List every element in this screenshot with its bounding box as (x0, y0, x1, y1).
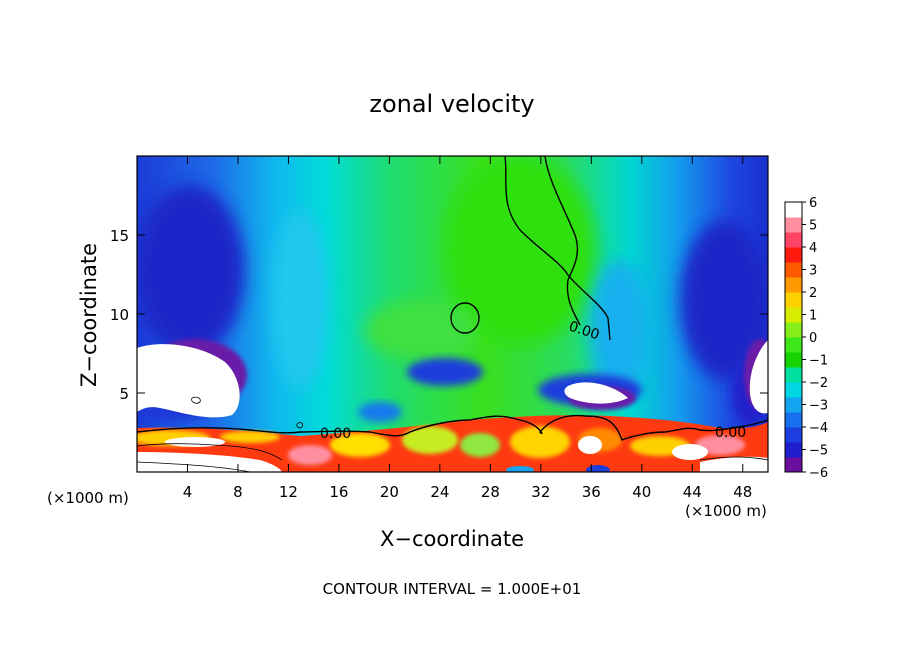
colorbar-swatch (785, 352, 802, 368)
field-blob (137, 185, 245, 355)
x-tick-label: 12 (279, 483, 298, 501)
colorbar-swatch (785, 307, 802, 323)
field-blob (272, 210, 328, 390)
colorbar-tick-label: 1 (809, 309, 817, 324)
field-blob (407, 358, 483, 386)
contour-label: 0.00 (715, 425, 746, 441)
x-tick-label: 40 (632, 483, 651, 501)
field-blob (445, 156, 595, 345)
field-blob (460, 433, 500, 457)
zero-contour-line (504, 156, 611, 341)
footer-note: CONTOUR INTERVAL = 1.000E+01 (323, 580, 582, 598)
colorbar-swatch (785, 277, 802, 293)
colorbar-tick-label: 4 (809, 241, 817, 256)
void-region (749, 340, 768, 414)
contour-lines (137, 156, 768, 472)
colorbar-swatch (785, 427, 802, 443)
colorbar-swatch (785, 412, 802, 428)
colorbar-swatch (785, 262, 802, 278)
zero-contour-line (137, 443, 283, 461)
x-unit-right: (×1000 m) (685, 502, 767, 520)
field-blob (506, 466, 534, 472)
field-blob (586, 465, 610, 472)
field-blob (358, 402, 402, 422)
colorbar-swatch (785, 382, 802, 398)
field-blob (402, 426, 458, 454)
colorbar-tick-label: 2 (809, 286, 817, 301)
x-tick-label: 24 (430, 483, 449, 501)
field-blob (510, 426, 570, 458)
zero-contour-line (699, 456, 768, 461)
x-tick-label: 16 (329, 483, 348, 501)
field-blob (288, 445, 332, 465)
colorbar: 6 5 4 3 2 1 0 −1 −2 −3 −4 −5 −6 (784, 196, 828, 481)
y-tick-label: 5 (119, 385, 129, 403)
zero-contour-line (296, 422, 303, 429)
zero-contour-line (450, 302, 480, 334)
colorbar-tick-label: −4 (809, 421, 828, 436)
zero-contour-line (137, 461, 251, 472)
colorbar-tick-label: 0 (809, 331, 817, 346)
zero-contour-line (544, 156, 581, 326)
x-unit-left: (×1000 m) (47, 489, 129, 507)
y-axis-label: Z−coordinate (77, 243, 101, 387)
x-tick-label: 44 (683, 483, 702, 501)
x-axis-label: X−coordinate (380, 527, 524, 551)
colorbar-swatch (785, 337, 802, 353)
colorbar-tick-label: −2 (809, 376, 828, 391)
colorbar-swatch (785, 202, 802, 218)
y-axis: 5 10 15 (110, 227, 768, 403)
chart-title: zonal velocity (369, 90, 534, 118)
colorbar-swatch (785, 442, 802, 458)
plot-area: 0.00 0.00 0.00 (137, 156, 768, 472)
colorbar-swatch (785, 247, 802, 263)
colorbar-tick-label: 5 (809, 219, 817, 234)
colorbar-tick-label: 6 (809, 196, 817, 211)
x-tick-label: 4 (183, 483, 193, 501)
field-blob (672, 444, 708, 460)
void-region (564, 382, 628, 404)
colorbar-swatch (785, 367, 802, 383)
colorbar-swatch (785, 322, 802, 338)
colorbar-swatch (785, 457, 802, 473)
colorbar-tick-label: −5 (809, 444, 828, 459)
colorbar-swatch (785, 232, 802, 248)
zero-contour-line (191, 396, 201, 404)
colorbar-swatch (785, 292, 802, 308)
colorbar-tick-label: −6 (809, 466, 828, 481)
x-tick-label: 8 (233, 483, 243, 501)
field-blob (680, 220, 768, 380)
x-tick-label: 36 (582, 483, 601, 501)
void-region (137, 452, 282, 472)
x-tick-label: 28 (481, 483, 500, 501)
y-tick-label: 10 (110, 306, 129, 324)
zero-contour-line (137, 414, 768, 441)
field-blob (590, 260, 650, 400)
velocity-field (137, 156, 768, 472)
x-tick-label: 20 (380, 483, 399, 501)
field-blob (695, 435, 745, 455)
y-tick-label: 15 (110, 227, 129, 245)
x-axis: 4 8 12 16 20 24 28 32 36 40 44 48 (183, 156, 752, 501)
void-region (137, 344, 240, 418)
field-blob (330, 433, 390, 457)
colorbar-swatch (785, 397, 802, 413)
x-tick-label: 48 (733, 483, 752, 501)
contour-label: 0.00 (320, 426, 351, 442)
colorbar-tick-label: 3 (809, 264, 817, 279)
void-region (700, 456, 768, 472)
colorbar-tick-label: −1 (809, 354, 828, 369)
field-blob (365, 300, 475, 360)
field-blob (220, 431, 280, 443)
x-tick-label: 32 (531, 483, 550, 501)
field-blob (578, 436, 602, 454)
colorbar-swatch (785, 217, 802, 233)
colorbar-tick-label: −3 (809, 399, 828, 414)
